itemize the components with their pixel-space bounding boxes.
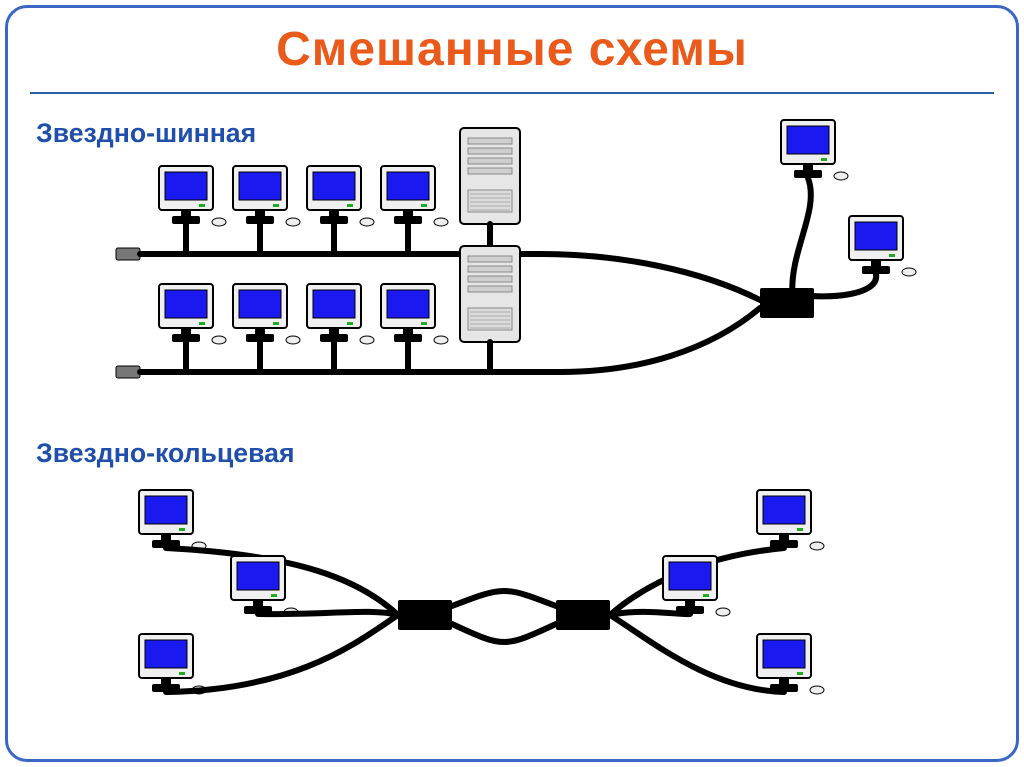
- network-diagram-svg: [0, 0, 1024, 767]
